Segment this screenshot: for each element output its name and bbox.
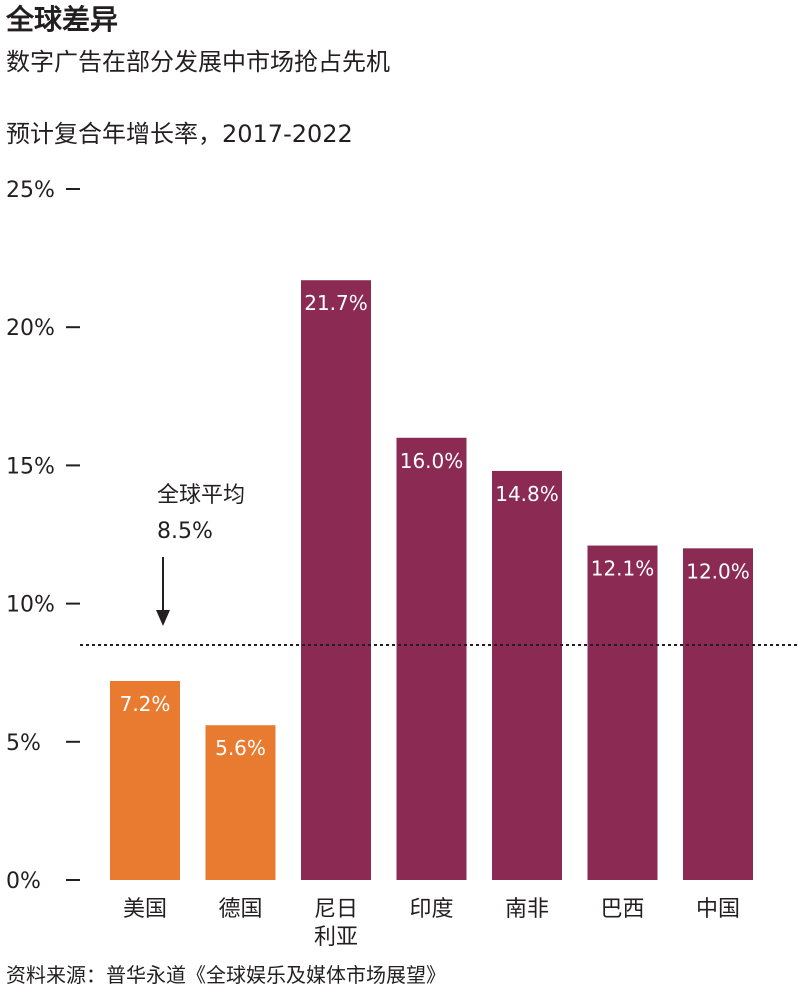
chart-subtitle: 数字广告在部分发展中市场抢占先机 [6, 48, 390, 76]
bar [396, 437, 467, 880]
y-tick-label: 10% [6, 593, 55, 618]
category-label: 巴西 [600, 897, 644, 922]
average-value-label: 8.5% [157, 519, 213, 544]
bar [683, 548, 753, 880]
category-label: 尼日 [314, 897, 358, 922]
source-note: 资料来源：普华永道《全球娱乐及媒体市场展望》 [6, 963, 446, 987]
bar-value-label: 12.1% [591, 557, 655, 581]
category-label: 美国 [123, 897, 167, 922]
arrow-down-icon [156, 610, 170, 626]
bar-value-label: 7.2% [120, 692, 171, 716]
category-label: 印度 [409, 897, 453, 922]
bar-value-label: 16.0% [400, 449, 464, 473]
average-label: 全球平均 [157, 483, 245, 508]
bar [110, 680, 180, 880]
category-label: 德国 [218, 897, 262, 922]
category-label: 利亚 [314, 925, 358, 950]
bar [205, 725, 276, 880]
bar [492, 470, 562, 880]
category-label: 中国 [696, 897, 740, 922]
y-tick-label: 20% [6, 316, 55, 341]
bar [587, 545, 658, 880]
y-tick-label: 0% [6, 869, 41, 894]
y-tick-label: 25% [6, 178, 55, 203]
bar [301, 280, 371, 880]
y-axis-label: 预计复合年增长率，2017-2022 [6, 120, 353, 148]
chart-title: 全球差异 [6, 3, 119, 36]
bar-value-label: 12.0% [686, 559, 750, 583]
bar-value-label: 21.7% [304, 291, 368, 315]
bar-value-label: 14.8% [495, 482, 559, 506]
category-label: 南非 [505, 897, 549, 922]
y-tick-label: 15% [6, 454, 55, 479]
y-tick-label: 5% [6, 731, 41, 756]
bar-value-label: 5.6% [215, 736, 266, 760]
